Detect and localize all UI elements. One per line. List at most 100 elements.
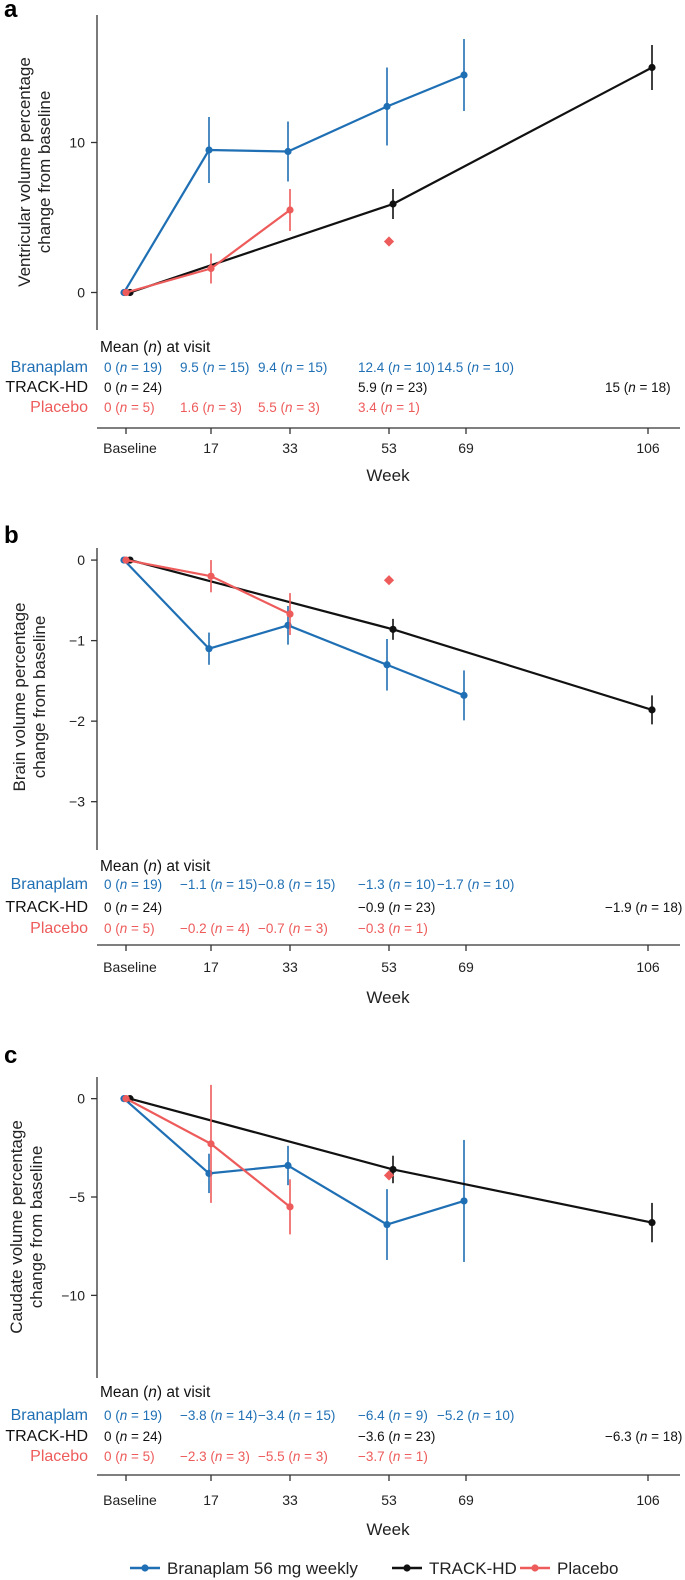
x-axis-title: Week	[366, 466, 410, 485]
data-point-branaplam	[460, 691, 468, 699]
series-line-placebo	[125, 1097, 291, 1208]
x-tick-label: 53	[381, 1492, 397, 1508]
table-cell-branaplam: −1.1 (n = 15)	[180, 877, 257, 892]
x-tick-label: 33	[282, 959, 298, 975]
table-cell-placebo: −0.7 (n = 3)	[258, 921, 328, 936]
x-tick-label: Baseline	[103, 959, 157, 975]
table-cell-trackhd: −6.3 (n = 18)	[605, 1429, 682, 1444]
table-cell-placebo: 3.4 (n = 1)	[358, 400, 420, 415]
data-point-branaplam	[284, 147, 292, 156]
y-tick-label: 0	[77, 1091, 85, 1107]
data-point-branaplam	[460, 1197, 468, 1205]
table-cell-placebo: 0 (n = 5)	[104, 1449, 155, 1464]
data-point-placebo	[122, 556, 130, 564]
x-tick-label: 53	[381, 440, 397, 456]
series-line-branaplam	[123, 1097, 465, 1226]
row-label-branaplam: Branaplam	[11, 876, 88, 893]
y-tick-label: −2	[69, 713, 85, 729]
row-label-trackhd: TRACK-HD	[5, 1428, 88, 1445]
panel-label: a	[4, 0, 18, 23]
table-cell-placebo: −0.2 (n = 4)	[180, 921, 250, 936]
table-cell-branaplam: 9.4 (n = 15)	[258, 360, 327, 375]
data-point-placebo	[207, 1140, 215, 1148]
x-tick-label: 33	[282, 440, 298, 456]
data-point-placebo	[122, 1095, 130, 1103]
series-line-branaplam	[123, 559, 465, 697]
data-point-placebo	[286, 206, 294, 214]
table-header: Mean (n) at visit	[100, 858, 211, 875]
data-point-branaplam	[383, 1220, 391, 1229]
row-label-placebo: Placebo	[30, 920, 88, 937]
data-point-trackhd	[648, 63, 656, 72]
table-cell-trackhd: −3.6 (n = 23)	[358, 1429, 435, 1444]
table-cell-placebo: −3.7 (n = 1)	[358, 1449, 428, 1464]
x-tick-label: 17	[203, 959, 219, 975]
row-label-branaplam: Branaplam	[11, 1407, 88, 1424]
data-point-trackhd	[389, 1165, 397, 1174]
legend-marker-placebo	[531, 1564, 539, 1572]
y-tick-label: −1	[69, 633, 85, 649]
legend-marker-branaplam	[141, 1564, 149, 1572]
data-point-placebo	[122, 288, 130, 297]
legend-label-placebo: Placebo	[557, 1559, 618, 1578]
x-tick-label: 17	[203, 1492, 219, 1508]
table-cell-placebo: −5.5 (n = 3)	[258, 1449, 328, 1464]
series-line-branaplam	[123, 73, 465, 294]
panel-label: b	[4, 522, 19, 549]
table-cell-placebo: 5.5 (n = 3)	[258, 400, 320, 415]
row-label-placebo: Placebo	[30, 399, 88, 416]
data-point-placebo	[286, 1203, 294, 1211]
legend: Branaplam 56 mg weekly TRACK-HD Placebo	[130, 1559, 618, 1578]
table-cell-trackhd: 0 (n = 24)	[104, 1429, 162, 1444]
table-header: Mean (n) at visit	[100, 339, 211, 356]
data-point-trackhd	[389, 200, 397, 208]
x-tick-label: 17	[203, 440, 219, 456]
x-tick-label: 53	[381, 959, 397, 975]
x-tick-label: 33	[282, 1492, 298, 1508]
y-axis-title-line: change from baseline	[35, 91, 54, 254]
y-axis-title-line: Brain volume percentage	[10, 602, 29, 791]
data-point-placebo	[286, 610, 294, 618]
table-cell-branaplam: 12.4 (n = 10)	[358, 360, 435, 375]
data-point-branaplam	[383, 661, 391, 669]
y-tick-label: −10	[61, 1287, 85, 1303]
y-axis-title: Caudate volume percentagechange from bas…	[7, 1120, 46, 1334]
table-cell-branaplam: 0 (n = 19)	[104, 1408, 162, 1423]
table-cell-trackhd: 15 (n = 18)	[605, 380, 671, 395]
table-header: Mean (n) at visit	[100, 1384, 211, 1401]
table-cell-branaplam: 9.5 (n = 15)	[180, 360, 249, 375]
table-cell-branaplam: 0 (n = 19)	[104, 360, 162, 375]
chart-panel-b: b 0 −1 −2 −3 Brain volume percentagechange fr…	[4, 522, 682, 1007]
y-axis-title: Brain volume percentagechange from basel…	[10, 602, 49, 791]
data-point-trackhd	[648, 706, 656, 714]
table-cell-placebo: 0 (n = 5)	[104, 400, 155, 415]
table-cell-trackhd: 5.9 (n = 23)	[358, 380, 427, 395]
table-cell-placebo: 1.6 (n = 3)	[180, 400, 242, 415]
table-cell-branaplam: −3.8 (n = 14)	[180, 1408, 257, 1423]
table-cell-trackhd: 0 (n = 24)	[104, 900, 162, 915]
x-tick-label: 69	[458, 959, 474, 975]
table-cell-placebo: −0.3 (n = 1)	[358, 921, 428, 936]
y-tick-label: 0	[77, 552, 85, 568]
x-axis-title: Week	[366, 1520, 410, 1539]
table-cell-branaplam: 0 (n = 19)	[104, 877, 162, 892]
x-tick-label: 106	[636, 1492, 660, 1508]
x-tick-label: 69	[458, 1492, 474, 1508]
chart-panel-c: c 0 −5 −10 Caudate volume percentagechange f…	[4, 1042, 682, 1539]
data-point-branaplam	[460, 71, 468, 79]
data-point-branaplam	[383, 102, 391, 111]
row-label-branaplam: Branaplam	[11, 359, 88, 376]
y-tick-label: −3	[69, 794, 85, 810]
x-axis-title: Week	[366, 988, 410, 1007]
data-point-branaplam	[205, 146, 213, 154]
y-axis-title-line: Ventricular volume percentage	[15, 57, 34, 287]
panel-label: c	[4, 1042, 17, 1069]
table-cell-branaplam: −1.3 (n = 10)	[358, 877, 435, 892]
table-cell-branaplam: 14.5 (n = 10)	[437, 360, 514, 375]
y-tick-label: 10	[69, 135, 85, 151]
table-cell-placebo: 0 (n = 5)	[104, 921, 155, 936]
x-tick-label: 69	[458, 440, 474, 456]
legend-label-branaplam: Branaplam 56 mg weekly	[167, 1559, 358, 1578]
row-label-placebo: Placebo	[30, 1448, 88, 1465]
table-cell-branaplam: −5.2 (n = 10)	[437, 1408, 514, 1423]
